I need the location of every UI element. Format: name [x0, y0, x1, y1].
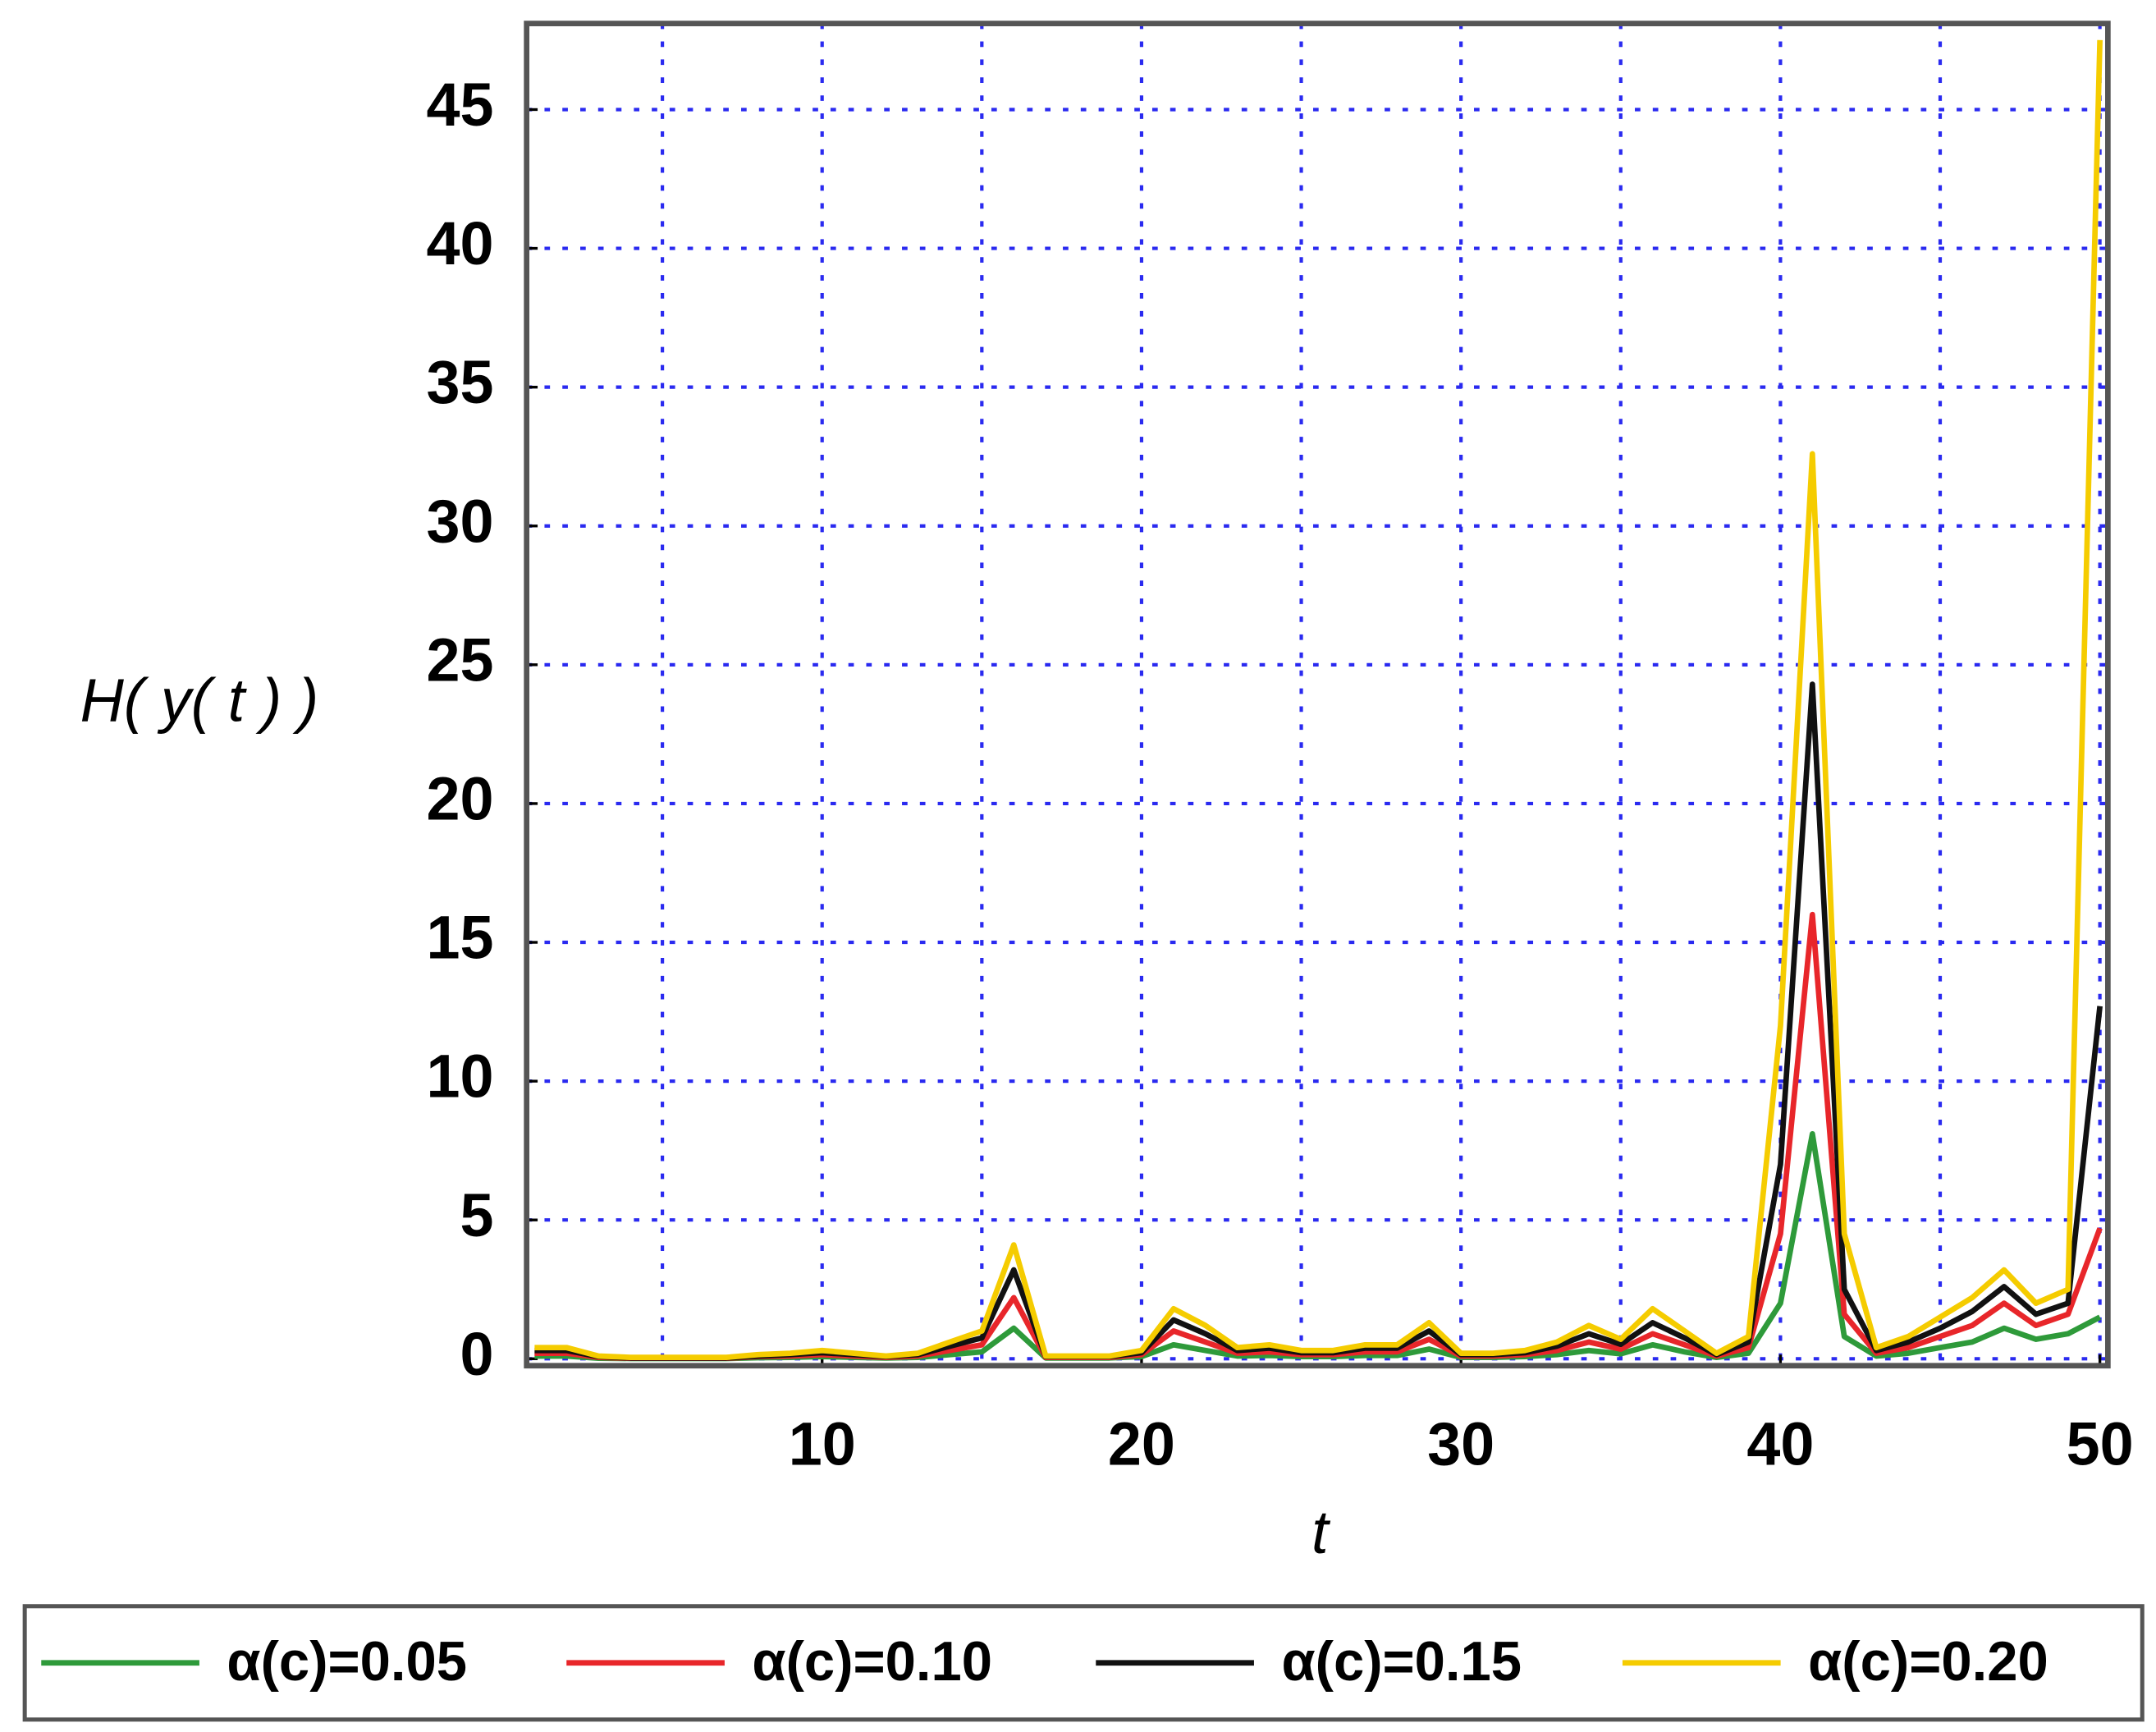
x-tick-label: 20 [1108, 1409, 1175, 1478]
x-tick-label: 30 [1427, 1409, 1495, 1478]
legend-label: α(c)=0.05 [227, 1631, 467, 1693]
y-tick-label: 15 [426, 903, 493, 971]
x-tick-label: 50 [2067, 1409, 2134, 1478]
y-tick-label: 40 [426, 209, 493, 277]
legend-label: α(c)=0.10 [752, 1631, 992, 1693]
y-tick-label: 30 [426, 487, 493, 555]
series-line [534, 911, 2103, 1362]
series-line [534, 39, 2103, 1361]
legend-label: α(c)=0.20 [1808, 1631, 2048, 1693]
x-tick-label: 10 [789, 1409, 856, 1478]
legend-label: α(c)=0.15 [1281, 1631, 1522, 1693]
y-tick-label: 10 [426, 1042, 493, 1111]
y-tick-label: 20 [426, 764, 493, 832]
y-tick-label: 35 [426, 348, 493, 416]
x-tick-label: 40 [1746, 1409, 1814, 1478]
y-tick-label: 25 [426, 625, 493, 694]
legend-box [22, 1604, 2145, 1722]
y-axis-label: H( y( t ) ) [80, 666, 319, 734]
x-axis-label: t [1311, 1498, 1331, 1566]
plot-frame [524, 21, 2111, 1369]
y-tick-label: 5 [460, 1181, 493, 1249]
series-line [534, 681, 2103, 1361]
y-tick-label: 45 [426, 71, 493, 139]
y-tick-label: 0 [460, 1320, 493, 1388]
